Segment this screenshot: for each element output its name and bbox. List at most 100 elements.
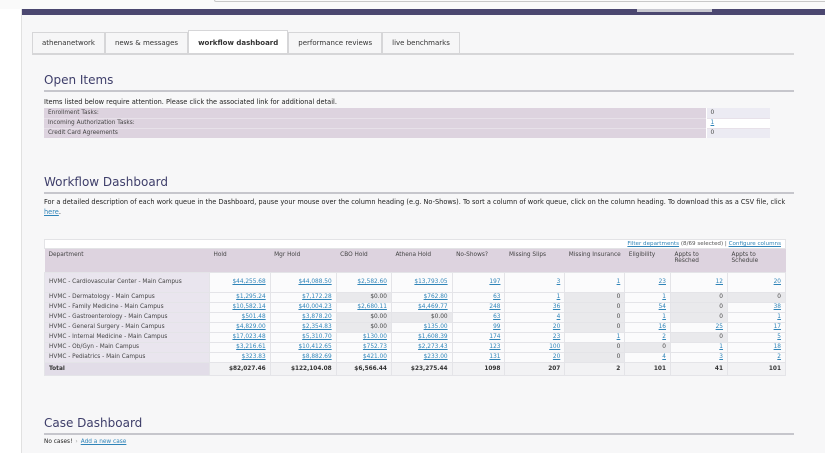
value-cell[interactable]: $3,878.20 — [269, 311, 337, 323]
value-link[interactable]: 20 — [552, 354, 561, 360]
value-cell[interactable]: $8,882.69 — [269, 351, 337, 363]
value-link[interactable]: $130.00 — [362, 334, 387, 340]
value-cell[interactable]: 100 — [504, 341, 566, 353]
tab-news-messages[interactable]: news & messages — [104, 32, 189, 53]
value-link[interactable]: $752.73 — [362, 344, 387, 350]
value-link[interactable]: 16 — [658, 324, 666, 330]
value-link[interactable]: $1,295.24 — [236, 294, 266, 300]
value-link[interactable]: 3 — [719, 354, 723, 360]
value-cell[interactable]: $44,088.50 — [269, 271, 337, 293]
value-cell[interactable]: $2,680.11 — [335, 301, 392, 313]
value-cell[interactable]: 18 — [727, 341, 786, 353]
value-cell[interactable]: 38 — [727, 301, 786, 313]
value-link[interactable]: 4 — [556, 314, 561, 320]
value-link[interactable]: $3,878.20 — [302, 314, 332, 320]
value-link[interactable]: $2,582.60 — [357, 279, 387, 285]
value-cell[interactable]: 3 — [504, 271, 566, 293]
value-cell[interactable]: 63 — [451, 291, 506, 303]
value-link[interactable]: 17 — [773, 324, 781, 330]
value-cell[interactable]: 248 — [451, 301, 506, 313]
value-link[interactable]: 99 — [493, 324, 501, 330]
configure-columns-link[interactable]: Configure columns — [728, 241, 781, 247]
value-cell[interactable]: 20 — [727, 271, 786, 293]
column-header-missing-slips[interactable]: Missing Slips — [504, 249, 565, 272]
value-cell[interactable]: 23 — [624, 271, 671, 293]
value-cell[interactable]: 1 — [624, 291, 671, 303]
value-cell[interactable]: 131 — [451, 351, 506, 363]
value-link[interactable]: 1 — [556, 294, 561, 300]
column-header-department[interactable]: Department — [44, 249, 210, 272]
value-link[interactable]: 23 — [552, 334, 561, 340]
value-cell[interactable]: $1,295.24 — [209, 291, 271, 303]
value-link[interactable]: 123 — [489, 344, 501, 350]
value-cell[interactable]: $501.48 — [209, 311, 271, 323]
value-cell[interactable]: 174 — [451, 331, 506, 343]
value-cell[interactable]: $421.00 — [335, 351, 392, 363]
tab-workflow-dashboard[interactable]: workflow dashboard — [188, 30, 289, 53]
filter-departments-link[interactable]: Filter departments — [627, 241, 680, 247]
top-search-field[interactable] — [637, 9, 712, 12]
value-link[interactable]: 23 — [658, 279, 666, 285]
value-link[interactable]: $2,354.83 — [302, 324, 332, 330]
value-link[interactable]: 63 — [493, 314, 501, 320]
value-cell[interactable]: 36 — [504, 301, 566, 313]
value-cell[interactable]: 2 — [727, 351, 786, 363]
value-link[interactable]: 36 — [552, 304, 561, 310]
column-header-no-shows[interactable]: No-Shows? — [452, 249, 505, 272]
value-link[interactable]: $135.00 — [423, 324, 448, 330]
value-link[interactable]: 4 — [662, 354, 666, 360]
value-link[interactable]: $7,172.28 — [302, 294, 332, 300]
value-cell[interactable]: $2,582.60 — [335, 271, 392, 293]
value-cell[interactable]: 12 — [670, 271, 728, 293]
value-link[interactable]: 1 — [616, 334, 621, 340]
value-cell[interactable]: $10,582.14 — [209, 301, 271, 313]
column-header-athena-hold[interactable]: Athena Hold — [391, 249, 453, 272]
value-link[interactable]: 12 — [715, 279, 723, 285]
column-header-eligibility[interactable]: Eligibility — [624, 249, 671, 272]
value-cell[interactable]: $130.00 — [335, 331, 392, 343]
value-link[interactable]: $13,793.05 — [414, 279, 448, 285]
value-link[interactable]: $3,216.61 — [236, 344, 266, 350]
value-link[interactable]: 20 — [773, 279, 781, 285]
value-cell[interactable]: 54 — [624, 301, 671, 313]
value-cell[interactable]: 1 — [670, 341, 728, 353]
tab-live-benchmarks[interactable]: live benchmarks — [382, 32, 460, 53]
value-cell[interactable]: 1 — [564, 271, 626, 293]
value-cell[interactable]: 1 — [504, 291, 566, 303]
value-link[interactable]: 25 — [715, 324, 723, 330]
value-link[interactable]: $17,023.48 — [232, 334, 266, 340]
value-link[interactable]: $2,273.43 — [418, 344, 448, 350]
value-cell[interactable]: 1 — [564, 331, 626, 343]
value-cell[interactable]: $4,829.00 — [209, 321, 271, 333]
value-link[interactable]: 197 — [489, 279, 501, 285]
value-cell[interactable]: $2,354.83 — [269, 321, 337, 333]
value-link[interactable]: 3 — [556, 279, 561, 285]
open-item-link[interactable]: 1 — [710, 120, 715, 126]
value-link[interactable]: 18 — [773, 344, 781, 350]
column-header-mgr-hold[interactable]: Mgr Hold — [270, 249, 337, 272]
column-header-missing-insurance[interactable]: Missing Insurance — [564, 249, 625, 272]
value-cell[interactable]: $5,310.70 — [269, 331, 337, 343]
value-cell[interactable]: 197 — [451, 271, 506, 293]
value-cell[interactable]: 2 — [624, 331, 671, 343]
value-cell[interactable]: $1,608.39 — [390, 331, 453, 343]
value-link[interactable]: $233.00 — [423, 354, 448, 360]
column-header-hold[interactable]: Hold — [209, 249, 271, 272]
value-cell[interactable]: $44,255.68 — [209, 271, 271, 293]
value-link[interactable]: $40,004.23 — [298, 304, 332, 310]
value-link[interactable]: $5,310.70 — [302, 334, 332, 340]
open-item-value[interactable]: 1 — [705, 117, 770, 128]
tab-performance-reviews[interactable]: performance reviews — [288, 32, 383, 53]
value-cell[interactable]: 5 — [727, 331, 786, 343]
value-link[interactable]: 100 — [549, 344, 561, 350]
value-link[interactable]: $323.83 — [241, 354, 266, 360]
value-cell[interactable]: $7,172.28 — [269, 291, 337, 303]
value-link[interactable]: 20 — [552, 324, 561, 330]
add-new-case-link[interactable]: Add a new case — [80, 439, 127, 445]
tab-athenanetwork[interactable]: athenanetwork — [32, 32, 105, 53]
value-link[interactable]: 131 — [489, 354, 501, 360]
value-link[interactable]: 54 — [658, 304, 666, 310]
value-cell[interactable]: 123 — [451, 341, 506, 353]
value-cell[interactable]: $17,023.48 — [209, 331, 271, 343]
value-link[interactable]: 5 — [777, 334, 781, 340]
